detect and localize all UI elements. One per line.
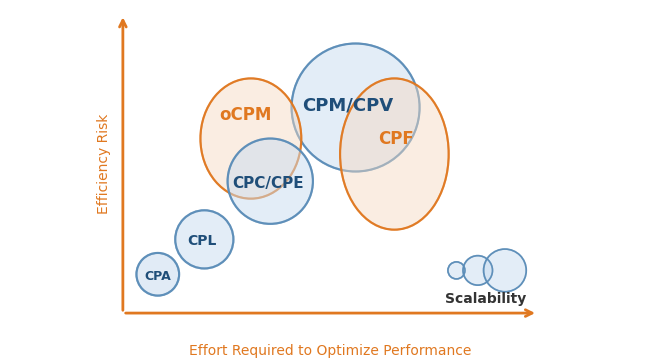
Circle shape — [484, 249, 526, 292]
Circle shape — [175, 210, 233, 269]
Circle shape — [228, 139, 313, 224]
Text: CPL: CPL — [187, 234, 217, 248]
Text: CPC/CPE: CPC/CPE — [232, 176, 304, 191]
Text: Effort Required to Optimize Performance: Effort Required to Optimize Performance — [189, 344, 471, 358]
Ellipse shape — [340, 78, 449, 230]
Text: Efficiency Risk: Efficiency Risk — [97, 113, 111, 214]
Circle shape — [292, 43, 420, 172]
Circle shape — [136, 253, 179, 295]
Text: CPA: CPA — [144, 270, 171, 283]
Ellipse shape — [200, 78, 301, 199]
Text: oCPM: oCPM — [219, 106, 271, 124]
Circle shape — [463, 256, 492, 285]
Text: Scalability: Scalability — [445, 293, 526, 307]
Text: CPM/CPV: CPM/CPV — [302, 97, 393, 115]
Circle shape — [448, 262, 465, 279]
Text: CPF: CPF — [379, 130, 414, 148]
